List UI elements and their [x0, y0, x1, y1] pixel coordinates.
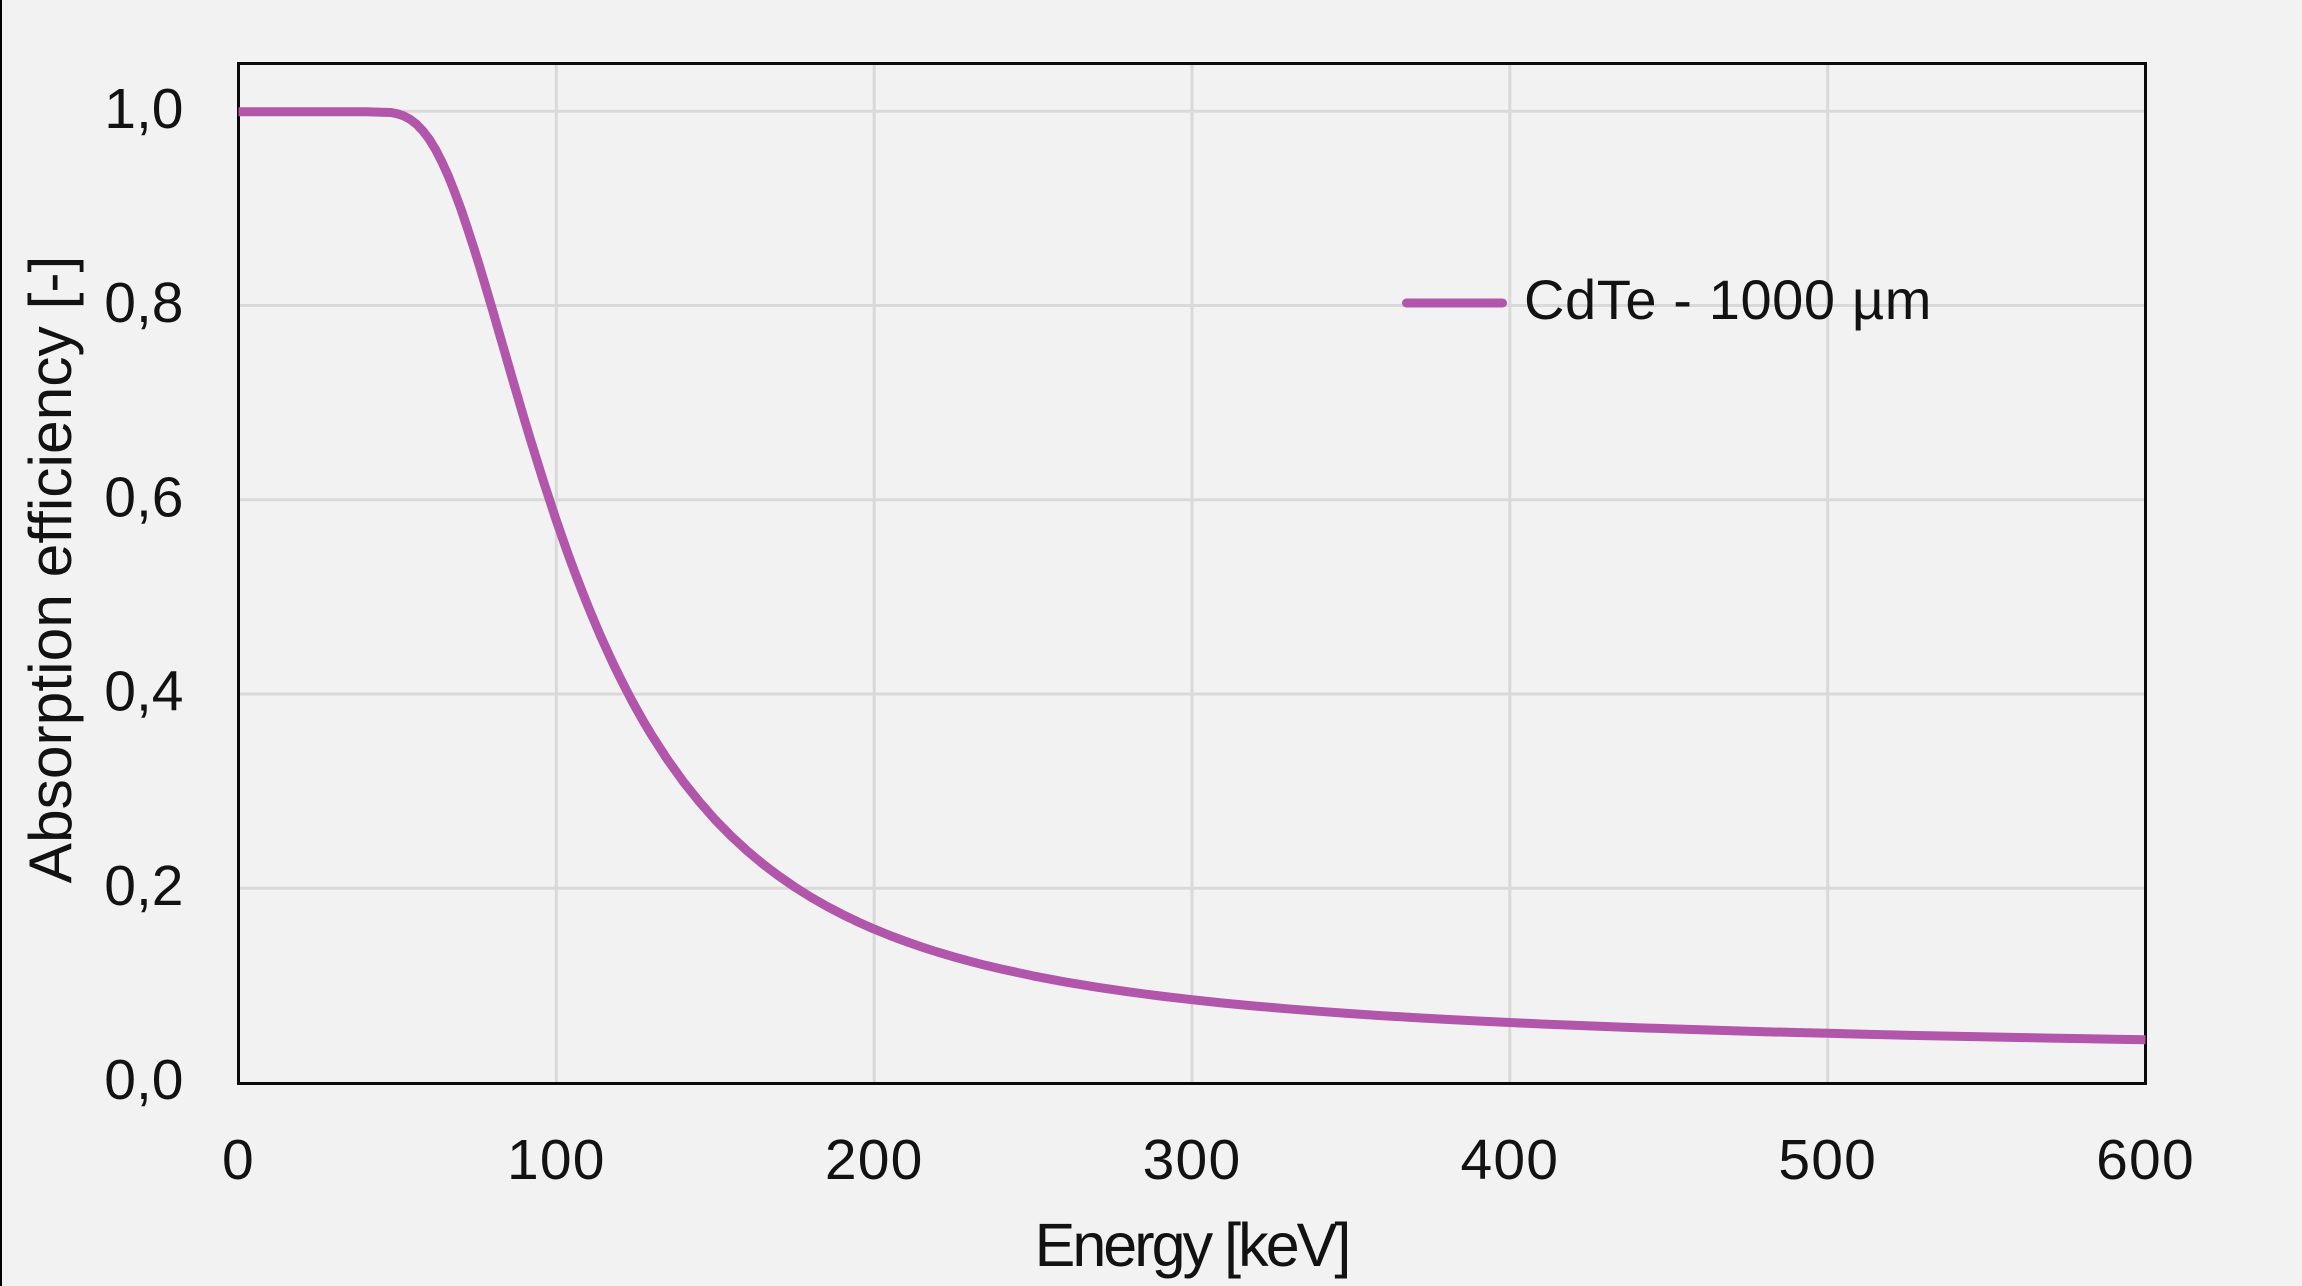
svg-text:100: 100	[507, 1128, 606, 1192]
svg-text:0,6: 0,6	[104, 465, 183, 529]
svg-text:0: 0	[222, 1128, 255, 1192]
svg-text:600: 600	[2096, 1128, 2195, 1192]
svg-text:1,0: 1,0	[104, 77, 183, 141]
svg-text:0,0: 0,0	[104, 1048, 183, 1112]
svg-text:200: 200	[825, 1128, 924, 1192]
svg-text:CdTe - 1000 µm: CdTe - 1000 µm	[1524, 268, 1932, 331]
svg-text:0,8: 0,8	[104, 271, 183, 335]
svg-text:0,2: 0,2	[104, 854, 183, 918]
svg-text:300: 300	[1143, 1128, 1242, 1192]
svg-text:0,4: 0,4	[104, 660, 183, 724]
svg-text:500: 500	[1778, 1128, 1877, 1192]
svg-text:Energy [keV]: Energy [keV]	[1035, 1211, 1349, 1279]
svg-text:400: 400	[1460, 1128, 1559, 1192]
svg-text:Absorption efficiency [-]: Absorption efficiency [-]	[16, 256, 84, 884]
